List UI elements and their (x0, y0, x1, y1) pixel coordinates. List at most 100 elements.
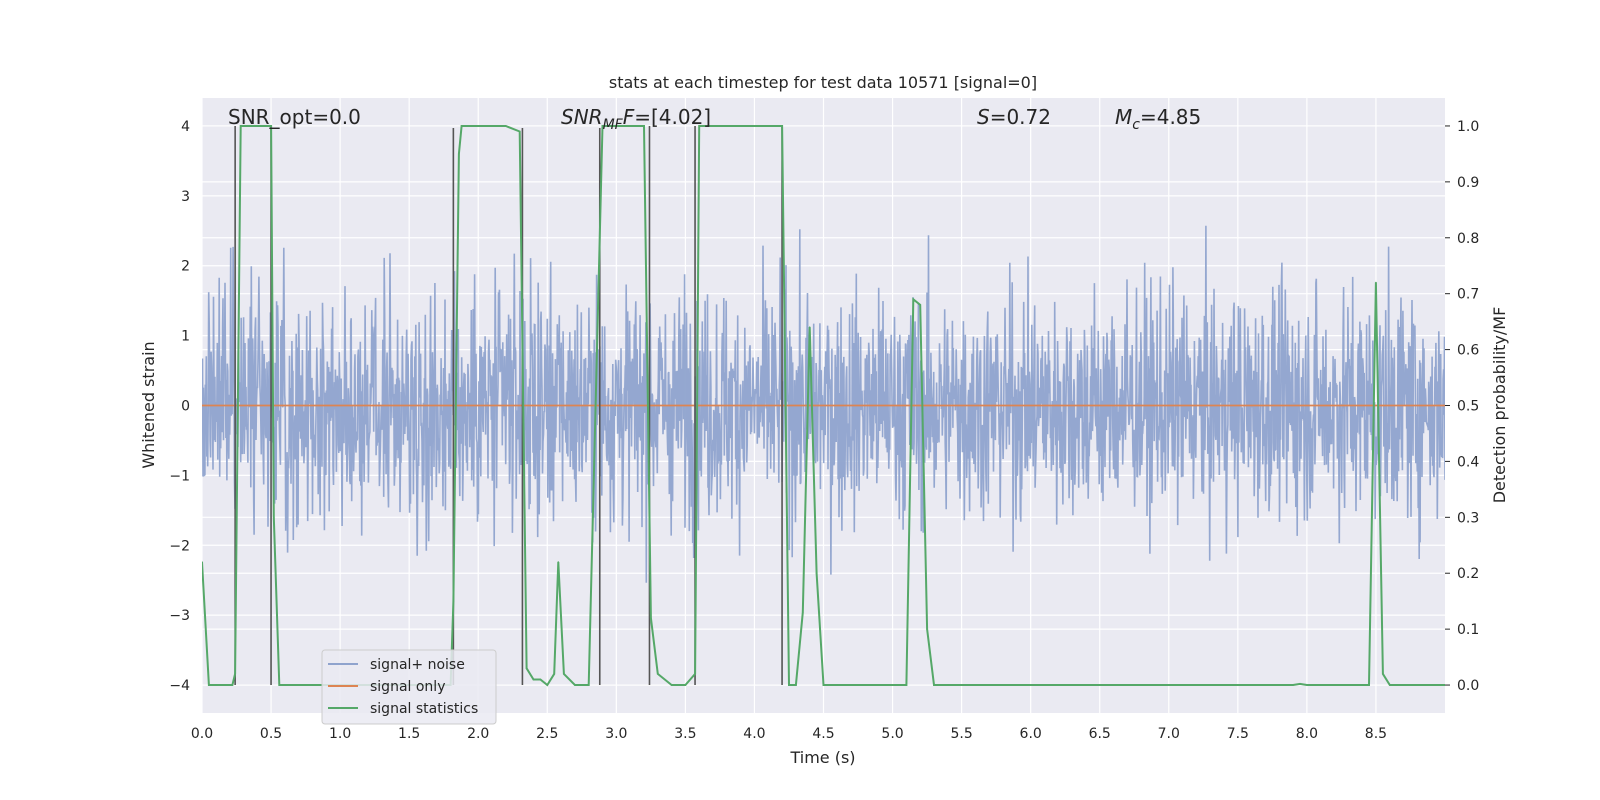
tick-labels: 0.0 0.5 1.0 1.5 2.0 2.5 3.0 3.5 4.0 4.5 5.0 5.5 6.0 6… (169, 119, 1479, 742)
y-tick-label: 1 (181, 329, 190, 345)
signal-statistics-point (587, 684, 590, 686)
signal-statistics-point (650, 617, 652, 619)
x-tick-label: 4.5 (812, 726, 834, 742)
x-tick-label: 8.0 (1296, 726, 1318, 742)
signal-statistics-point (1444, 684, 1445, 686)
signal-statistics-point (912, 298, 915, 301)
signal-statistics-point (694, 673, 696, 675)
signal-statistics-point (905, 684, 908, 686)
signal-statistics-point (1368, 684, 1370, 686)
signal-statistics-point (1292, 684, 1294, 686)
y-tick-label: −4 (169, 678, 190, 694)
s-symbol: S (977, 105, 990, 129)
signal-statistics-point (601, 125, 604, 127)
signal-statistics-point (657, 673, 659, 675)
signal-statistics-point (228, 684, 231, 686)
mc-subscript: c (1132, 117, 1140, 133)
x-tick-label: 5.0 (881, 726, 903, 742)
y-axis-label: Whitened strain (139, 341, 158, 468)
signal-statistics-point (231, 684, 234, 686)
y-tick-label: 0 (181, 399, 190, 415)
signal-statistics-point (546, 684, 549, 686)
y-right-tick-label: 0.7 (1457, 287, 1479, 303)
signal-noise-line (202, 225, 1445, 583)
y-right-tick-label: 0.6 (1457, 343, 1479, 359)
signal-statistics-point (643, 125, 645, 127)
x-tick-label: 3.5 (674, 726, 696, 742)
signal-statistics-point (1395, 684, 1398, 686)
y-right-tick-label: 0.1 (1457, 622, 1479, 638)
signal-statistics-point (563, 673, 565, 675)
y-right-tick-label: 0.4 (1457, 454, 1479, 470)
signal-statistics-point (532, 678, 535, 681)
legend-label-stats: signal statistics (370, 701, 478, 717)
signal-statistics-point (1299, 683, 1301, 685)
signal-statistics-point (557, 561, 560, 563)
mc-value: =4.85 (1140, 105, 1201, 129)
signal-statistics-point (1402, 684, 1405, 686)
s-value: =0.72 (990, 105, 1051, 129)
signal-statistics-point (273, 516, 275, 519)
legend: signal+ noise signal only signal statist… (321, 649, 497, 725)
signal-statistics-point (270, 125, 272, 127)
signal-statistics-point (608, 125, 611, 127)
annotation-snr-mf: SNRMFF=[4.02] (561, 105, 711, 133)
y-tick-label: −1 (169, 468, 190, 484)
annotation-mc: Mc=4.85 (1115, 105, 1201, 133)
y-right-tick-label: 0.9 (1457, 175, 1479, 191)
signal-statistics-point (239, 125, 242, 127)
signal-statistics-point (829, 684, 832, 686)
x-tick-label: 0.0 (191, 726, 213, 742)
signal-statistics-point (926, 628, 928, 630)
mc-symbol: M (1115, 105, 1132, 129)
signal-statistics-point (525, 667, 528, 670)
x-tick-label: 6.5 (1089, 726, 1111, 742)
y-right-tick-label: 1.0 (1457, 119, 1479, 135)
signal-statistics-point (933, 684, 935, 686)
x-tick-label: 8.5 (1365, 726, 1387, 742)
signal-statistics-point (539, 678, 542, 681)
snr-mf-value: =[4.02] (634, 105, 711, 129)
signal-statistics-point (1306, 684, 1308, 686)
y-tick-label: −3 (169, 608, 190, 624)
signal-statistics-line (202, 125, 1445, 687)
y-tick-label: −2 (169, 538, 190, 554)
x-tick-label: 3.0 (605, 726, 627, 742)
signal-statistics-point (208, 684, 210, 686)
signal-statistics-point (1029, 684, 1032, 686)
snr-mf-subscript: MF (603, 117, 624, 133)
y-axis-label-right: Detection probability/MF (1490, 307, 1509, 504)
chart-title: stats at each timestep for test data 105… (609, 73, 1037, 92)
x-tick-label: 7.5 (1227, 726, 1249, 742)
signal-statistics-point (788, 684, 790, 686)
signal-statistics-point (1375, 281, 1377, 284)
signal-statistics-point (1382, 673, 1384, 675)
signal-statistics-point (1361, 684, 1363, 686)
annotation-s: S=0.72 (977, 105, 1051, 129)
snr-mf-symbol-tail: F (623, 105, 635, 129)
signal-statistics-point (808, 326, 811, 329)
signal-statistics-point (795, 684, 797, 686)
signal-statistics-point (518, 130, 521, 133)
snr-mf-symbol: SNR (561, 105, 603, 129)
signal-statistics-point (458, 153, 460, 155)
signal-statistics-point (311, 684, 314, 686)
signal-statistics-point (553, 673, 555, 675)
legend-label-noise: signal+ noise (370, 657, 465, 673)
signal-statistics-point (815, 572, 818, 574)
x-tick-label: 1.5 (398, 726, 420, 742)
signal-statistics-point (802, 611, 804, 614)
signal-statistics-point (242, 125, 245, 127)
signal-statistics-point (919, 304, 921, 306)
x-tick-label: 2.0 (467, 726, 489, 742)
signal-statistics-point (202, 561, 203, 563)
x-tick-label: 0.5 (260, 726, 282, 742)
x-tick-label: 5.5 (950, 726, 972, 742)
x-axis-label: Time (s) (789, 748, 855, 767)
signal-statistics-point (822, 684, 825, 686)
x-tick-label: 6.0 (1020, 726, 1042, 742)
legend-label-signal: signal only (370, 679, 445, 695)
series-layer (202, 125, 1445, 687)
x-tick-label: 4.0 (743, 726, 765, 742)
